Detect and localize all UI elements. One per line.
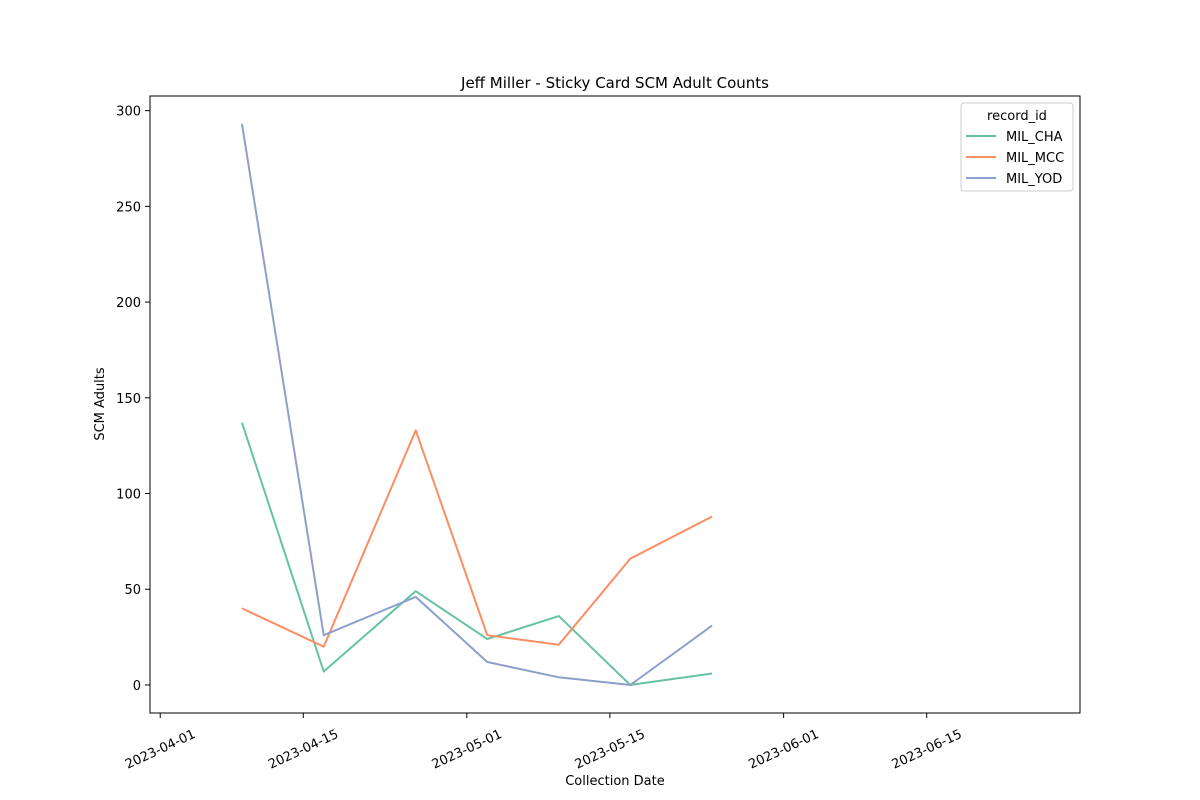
chart-title: Jeff Miller - Sticky Card SCM Adult Coun… [460, 74, 769, 92]
legend-item: MIL_MCC [966, 151, 1064, 166]
legend: record_id MIL_CHA MIL_MCC MIL_YOD [960, 102, 1074, 192]
y-tick-label: 100 [116, 488, 141, 503]
y-tick-label: 150 [116, 392, 141, 407]
y-axis-title: SCM Adults [93, 367, 108, 441]
legend-label: MIL_MCC [1006, 151, 1064, 166]
y-tick-label: 200 [116, 296, 141, 311]
x-axis-title: Collection Date [565, 774, 665, 789]
plot-area-frame [149, 95, 1081, 714]
series-line-mil-yod [240, 123, 713, 686]
legend-label: MIL_CHA [1006, 130, 1063, 145]
y-tick-label: 0 [133, 679, 141, 694]
y-tick-label: 50 [124, 583, 141, 598]
legend-item: MIL_YOD [966, 172, 1062, 187]
y-tick-label: 250 [116, 200, 141, 215]
series-line-mil-mcc [241, 429, 713, 648]
y-tick-label: 300 [116, 105, 141, 120]
legend-label: MIL_YOD [1006, 172, 1062, 187]
legend-box [960, 102, 1074, 192]
legend-title: record_id [987, 109, 1047, 124]
legend-item: MIL_CHA [966, 130, 1063, 145]
